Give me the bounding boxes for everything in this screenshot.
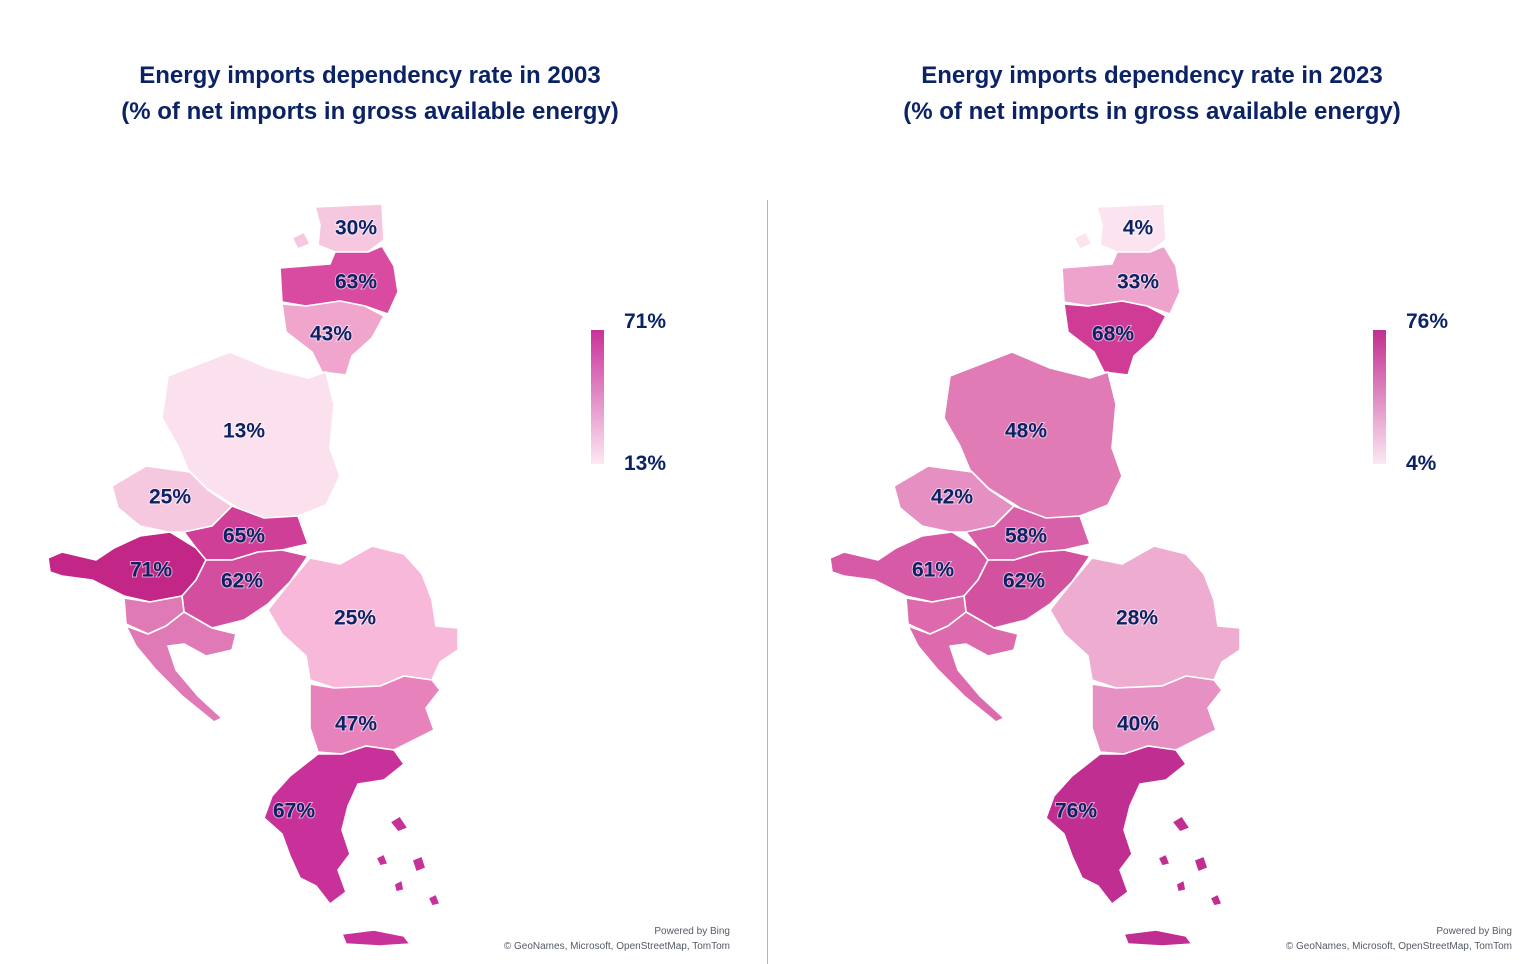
region-austria[interactable] — [829, 531, 989, 603]
map-panel-2023: Energy imports dependency rate in 2023 (… — [782, 0, 1536, 964]
region-romania[interactable] — [1049, 545, 1241, 689]
value-label-estonia: 30% — [335, 217, 377, 240]
legend-min-value: 4% — [1406, 452, 1437, 475]
region-austria[interactable] — [47, 531, 207, 603]
map-title: Energy imports dependency rate in 2023 (… — [782, 58, 1522, 130]
map-credit: Powered by Bing © GeoNames, Microsoft, O… — [1286, 924, 1512, 954]
value-label-greece: 67% — [273, 800, 315, 823]
legend-max-value: 76% — [1406, 310, 1449, 333]
region-greece-isle-c[interactable] — [1157, 853, 1171, 867]
region-greece-isle-e[interactable] — [393, 879, 405, 893]
region-greece-crete[interactable] — [1123, 929, 1193, 947]
value-label-bulgaria: 40% — [1117, 713, 1159, 736]
value-label-austria: 71% — [130, 559, 172, 582]
region-estonia-isle[interactable] — [1073, 231, 1093, 250]
region-bulgaria[interactable] — [1091, 675, 1223, 755]
legend-min-value: 13% — [624, 452, 667, 475]
region-estonia-isle[interactable] — [291, 231, 311, 250]
value-label-czechia: 25% — [149, 486, 191, 509]
value-label-romania: 25% — [334, 607, 376, 630]
region-poland[interactable] — [161, 351, 341, 527]
credit-powered-by: Powered by Bing — [1436, 926, 1512, 937]
region-lithuania[interactable] — [1063, 300, 1167, 376]
value-label-slovakia: 58% — [1005, 525, 1047, 548]
value-label-austria: 61% — [912, 559, 954, 582]
region-croatia[interactable] — [125, 611, 237, 723]
region-greece-isle-a[interactable] — [1171, 815, 1191, 833]
panel-divider — [767, 200, 768, 964]
title-line-1: Energy imports dependency rate in 2003 — [139, 62, 601, 89]
title-line-1: Energy imports dependency rate in 2023 — [921, 62, 1383, 89]
value-label-hungary: 62% — [221, 570, 263, 593]
region-croatia[interactable] — [907, 611, 1019, 723]
legend-gradient-bar — [1373, 330, 1386, 464]
region-greece-isle-a[interactable] — [389, 815, 409, 833]
value-label-czechia: 42% — [931, 486, 973, 509]
region-greece-isle-c[interactable] — [375, 853, 389, 867]
value-label-greece: 76% — [1055, 800, 1097, 823]
value-label-poland: 13% — [223, 420, 265, 443]
choropleth-map[interactable]: 30% 63% 43% 13% 25% 65% 71% 62% 25% 47% 67% — [0, 0, 768, 964]
credit-sources: © GeoNames, Microsoft, OpenStreetMap, To… — [503, 941, 730, 952]
legend-gradient-bar — [591, 330, 604, 464]
region-greece-isle-d[interactable] — [427, 893, 441, 907]
region-greece[interactable] — [263, 745, 405, 905]
value-label-slovakia: 65% — [223, 525, 265, 548]
region-lithuania[interactable] — [281, 300, 385, 376]
region-greece-isle-b[interactable] — [411, 855, 427, 873]
value-label-romania: 28% — [1116, 607, 1158, 630]
color-legend: 76% 4% — [1372, 306, 1482, 476]
value-label-latvia: 33% — [1117, 271, 1159, 294]
title-line-2: (% of net imports in gross available ene… — [903, 98, 1401, 125]
region-romania[interactable] — [267, 545, 459, 689]
value-label-poland: 48% — [1005, 420, 1047, 443]
value-label-lithuania: 68% — [1092, 323, 1134, 346]
region-poland[interactable] — [943, 351, 1123, 527]
map-credit: Powered by Bing © GeoNames, Microsoft, O… — [504, 924, 730, 954]
value-label-latvia: 63% — [335, 271, 377, 294]
legend-max-value: 71% — [624, 310, 667, 333]
region-greece-isle-e[interactable] — [1175, 879, 1187, 893]
map-panel-2003: Energy imports dependency rate in 2003 (… — [0, 0, 768, 964]
credit-powered-by: Powered by Bing — [654, 926, 730, 937]
value-label-bulgaria: 47% — [335, 713, 377, 736]
value-label-estonia: 4% — [1123, 217, 1154, 240]
color-legend: 71% 13% — [590, 306, 700, 476]
value-label-lithuania: 43% — [310, 323, 352, 346]
title-line-2: (% of net imports in gross available ene… — [121, 98, 619, 125]
region-greece-isle-d[interactable] — [1209, 893, 1223, 907]
choropleth-map[interactable]: 4% 33% 68% 48% 42% 58% 61% 62% 28% 40% 76% — [782, 0, 1536, 964]
region-bulgaria[interactable] — [309, 675, 441, 755]
map-title: Energy imports dependency rate in 2003 (… — [0, 58, 740, 130]
region-greece[interactable] — [1045, 745, 1187, 905]
value-label-hungary: 62% — [1003, 570, 1045, 593]
region-greece-isle-b[interactable] — [1193, 855, 1209, 873]
region-greece-crete[interactable] — [341, 929, 411, 947]
credit-sources: © GeoNames, Microsoft, OpenStreetMap, To… — [1285, 941, 1512, 952]
